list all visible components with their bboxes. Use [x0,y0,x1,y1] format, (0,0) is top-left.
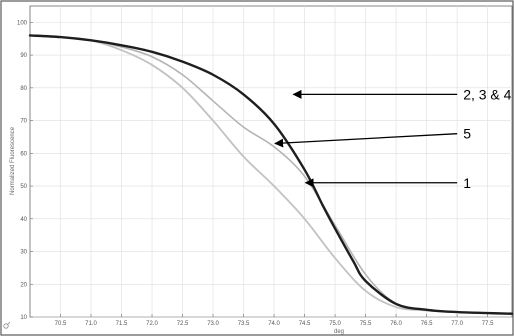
annotation-label: 1 [463,175,471,191]
plot-area [29,5,513,318]
y-axis-ticks: 10 20 30 40 50 60 70 80 90 100 [17,20,33,321]
x-tick-label: 74.0 [268,321,280,327]
y-tick-label: 100 [17,20,28,26]
series-line-2-3-4 [28,34,514,315]
x-tick-label: 72.0 [146,321,158,327]
y-tick-label: 60 [20,151,27,157]
x-axis-label: deg [334,329,344,335]
x-tick-label: 76.0 [390,321,402,327]
y-tick-label: 90 [20,53,27,59]
y-tick-label: 10 [20,315,27,321]
x-tick-label: 72.5 [177,321,189,327]
x-tick-label: 73.0 [207,321,219,327]
x-tick-label: 71.5 [116,321,128,327]
x-tick-label: 76.5 [421,321,433,327]
y-tick-label: 30 [20,250,27,256]
y-tick-label: 20 [20,282,27,288]
x-tick-label: 70.5 [55,321,67,327]
x-tick-label: 71.0 [85,321,97,327]
series-lines [28,34,514,315]
annotation-label: 5 [463,126,471,142]
x-tick-label: 73.5 [238,321,250,327]
y-axis-label: Normalized Fluorescence [10,126,16,195]
x-tick-label: 74.5 [299,321,311,327]
y-tick-label: 80 [20,86,27,92]
x-axis-ticks: 70.5 71.0 71.5 72.0 72.5 73.0 73.5 74.0 74.5 75.0… [55,314,494,327]
annotation-label: 2, 3 & 4 [463,86,511,102]
x-tick-label: 77.0 [451,321,463,327]
x-tick-label: 77.5 [482,321,494,327]
annotation-arrow [274,133,458,148]
y-tick-label: 70 [20,119,27,125]
x-tick-label: 75.5 [360,321,372,327]
grid-lines [30,6,512,318]
y-tick-label: 50 [20,184,27,190]
pin-icon [3,321,11,329]
annotations: 2, 3 & 4 5 1 [274,86,512,191]
x-tick-label: 75.0 [329,321,341,327]
y-tick-label: 40 [20,217,27,223]
